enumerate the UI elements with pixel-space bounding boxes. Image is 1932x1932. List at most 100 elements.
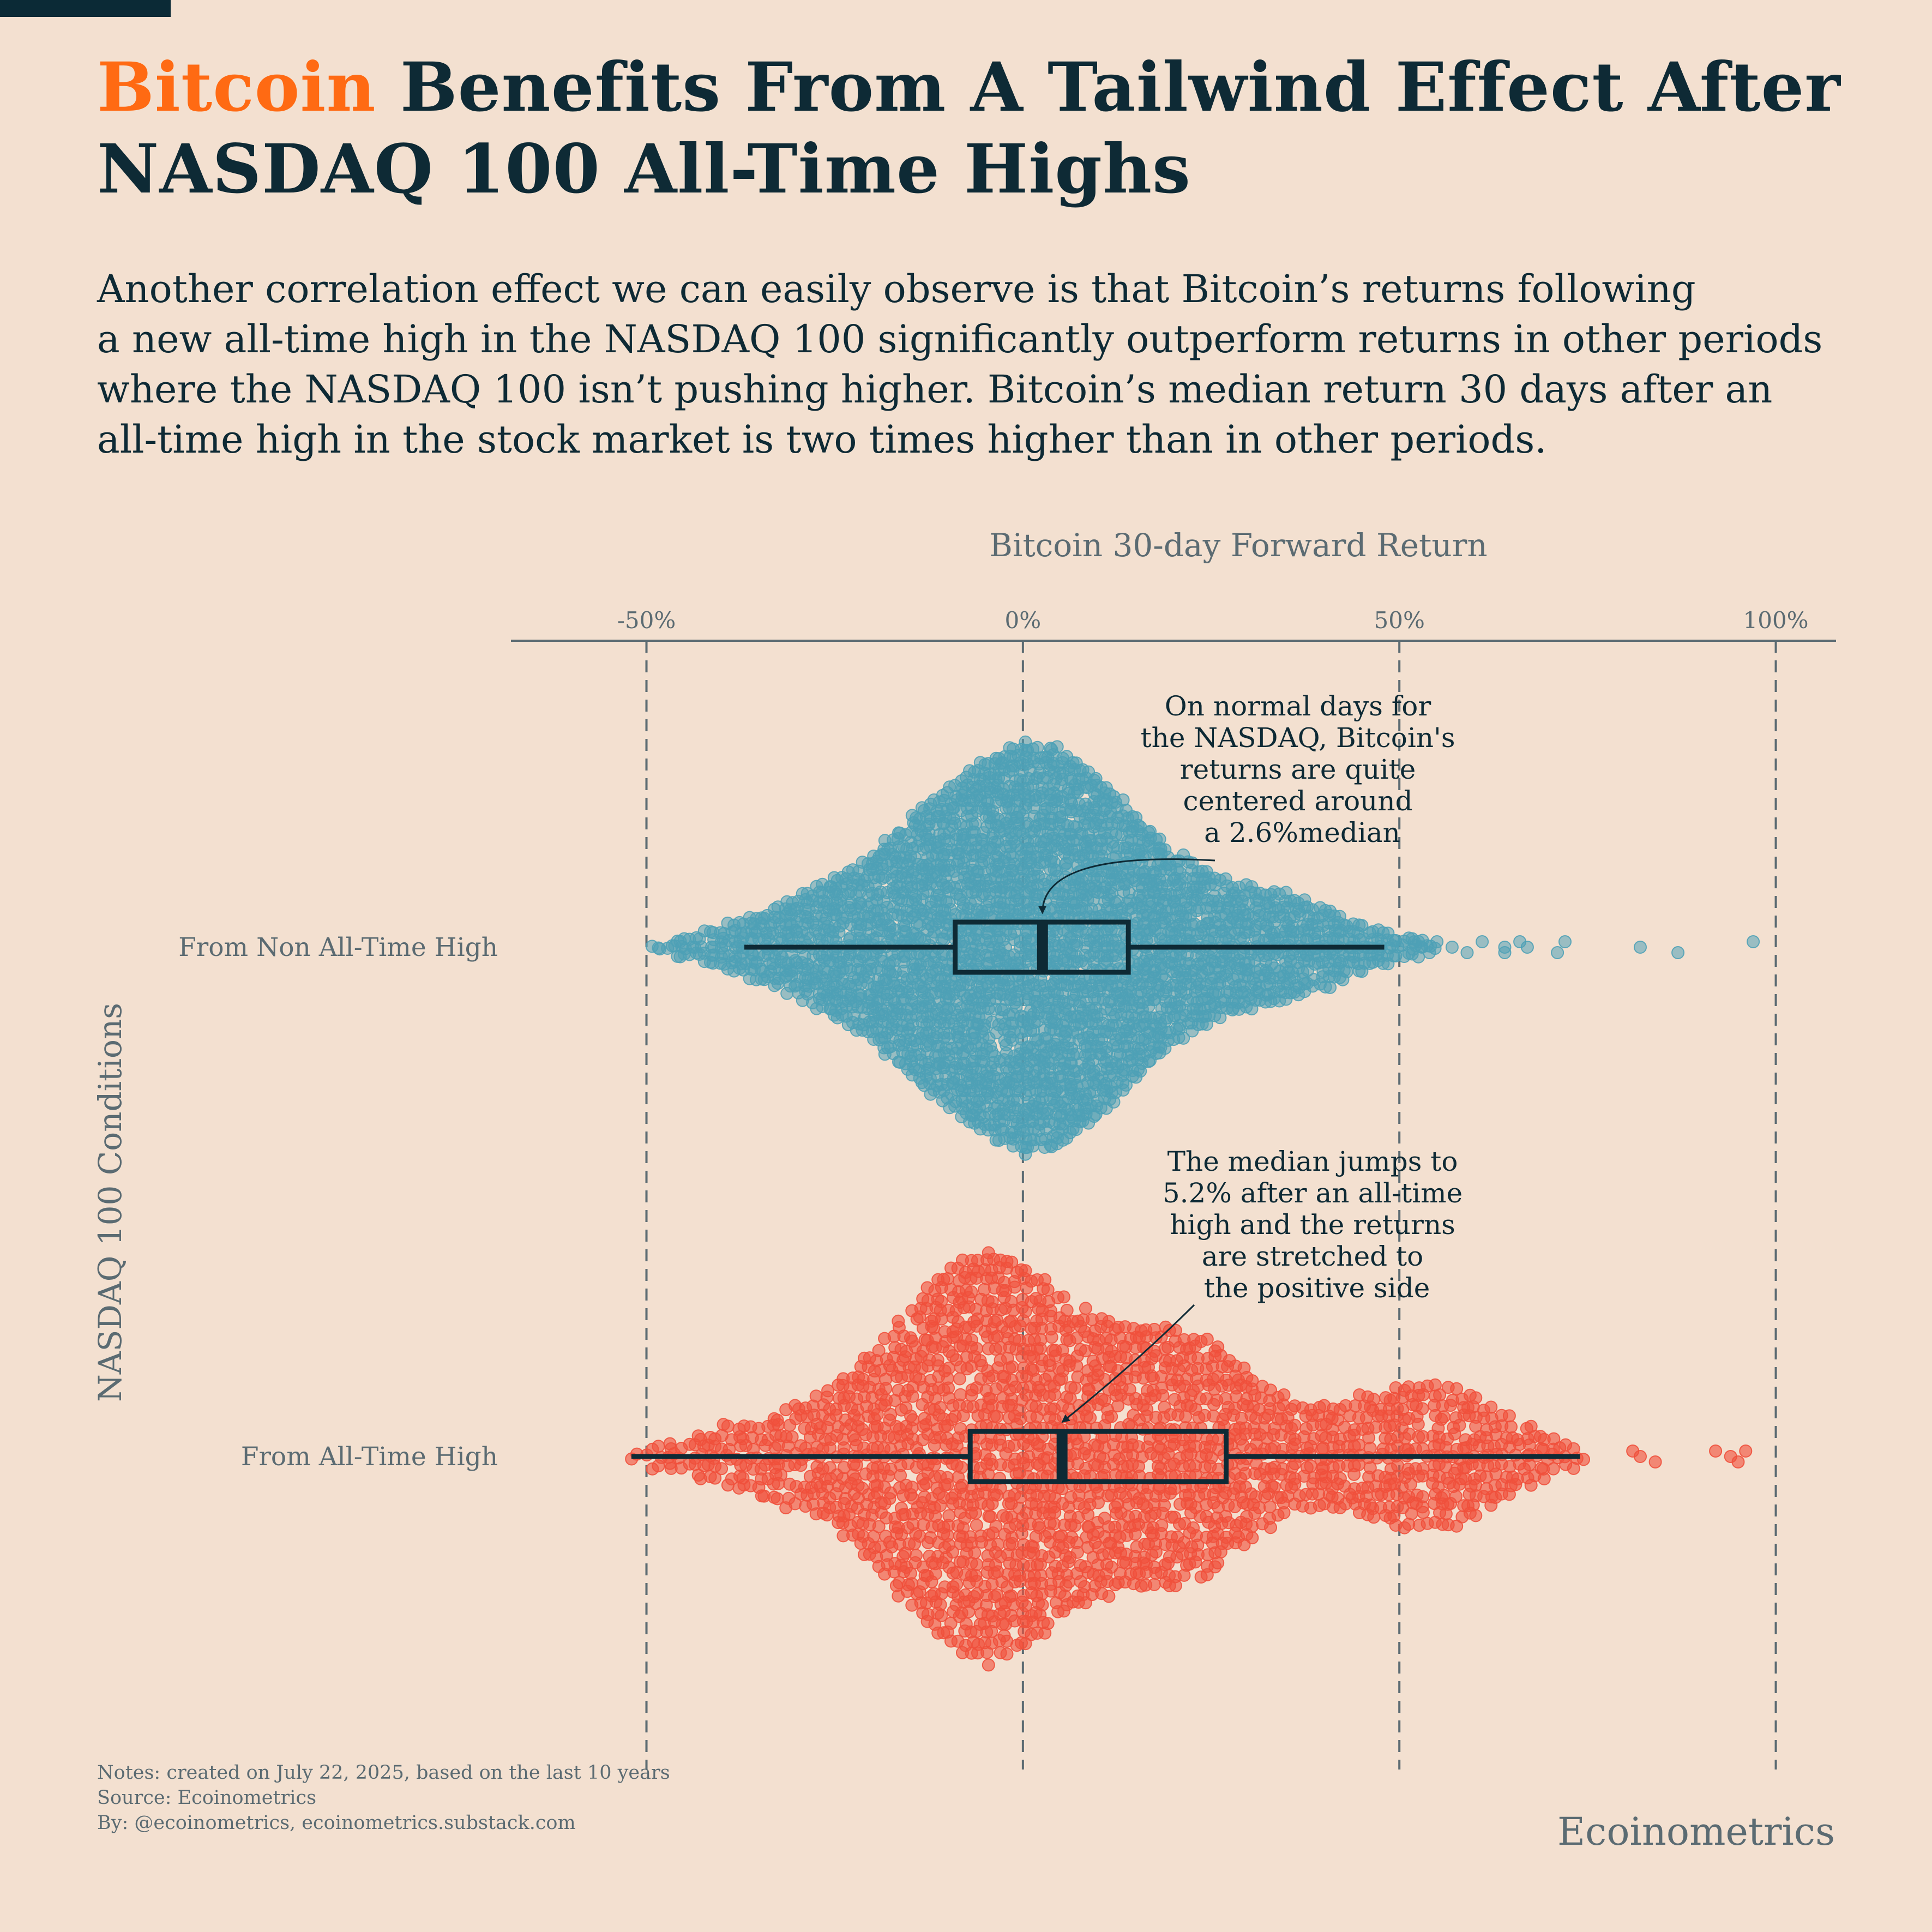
data-point [935, 1587, 948, 1600]
x-tick-label: 100% [1743, 607, 1809, 634]
data-point [1147, 1578, 1161, 1591]
data-point [1158, 843, 1172, 857]
data-point [970, 1519, 983, 1532]
data-point [1034, 1333, 1048, 1346]
data-point [982, 1658, 995, 1672]
data-point [1168, 1482, 1181, 1495]
data-point [899, 1401, 913, 1415]
outlier-point [1498, 946, 1512, 959]
data-point [715, 1462, 729, 1476]
outlier-point [1430, 935, 1444, 948]
data-point [973, 1354, 987, 1368]
subtitle-line: where the NASDAQ 100 isn’t pushing highe… [97, 367, 1773, 412]
title-line-2: NASDAQ 100 All-Time Highs [97, 130, 1191, 209]
data-point [772, 1477, 785, 1490]
data-point [1060, 1303, 1074, 1317]
data-point [1015, 1527, 1028, 1540]
outlier-point [1520, 941, 1534, 954]
data-point [899, 1546, 912, 1560]
data-point [1068, 1381, 1082, 1395]
outlier-point [1671, 946, 1685, 959]
data-point [1177, 1568, 1191, 1582]
data-point [1134, 1064, 1147, 1078]
x-tick-label: 50% [1374, 607, 1425, 634]
subtitle-paragraph: Another correlation effect we can easily… [97, 264, 1907, 465]
data-point [856, 1423, 869, 1436]
data-point [1050, 740, 1064, 754]
data-point [1098, 1394, 1111, 1407]
data-point [934, 1499, 947, 1512]
outlier-point [1558, 935, 1572, 948]
data-point [652, 1440, 665, 1453]
data-point [970, 1342, 984, 1355]
data-point [906, 1413, 919, 1427]
outlier-point [1551, 946, 1564, 959]
data-point [1179, 1410, 1193, 1424]
data-point [955, 1461, 968, 1474]
outlier-point [1634, 941, 1647, 954]
data-point [721, 1478, 735, 1492]
data-point [1060, 1131, 1074, 1145]
data-point [1153, 832, 1166, 846]
data-point [1057, 1290, 1070, 1304]
data-point [850, 1458, 863, 1472]
corner-accent-bar [0, 0, 171, 17]
data-point [1000, 1647, 1014, 1661]
data-point [1041, 1617, 1055, 1630]
subtitle-line: Another correlation effect we can easily… [97, 267, 1696, 311]
title-line-1-rest: Benefits From A Tailwind Effect After [376, 48, 1841, 127]
data-point [913, 1585, 926, 1599]
outlier-point [1460, 946, 1474, 959]
data-point [1169, 1579, 1182, 1592]
outlier-point [1445, 941, 1459, 954]
subtitle-line: all-time high in the stock market is two… [97, 417, 1547, 462]
data-point [954, 1388, 967, 1401]
title-accent-word: Bitcoin [97, 48, 376, 127]
data-point [1057, 1604, 1070, 1618]
subtitle-line: a new all-time high in the NASDAQ 100 si… [97, 317, 1823, 362]
data-point [1079, 1302, 1092, 1315]
series-points [645, 735, 1760, 1161]
data-point [934, 1401, 947, 1414]
data-point [986, 1526, 1000, 1540]
points-layer [625, 735, 1760, 1672]
data-point [970, 1558, 984, 1571]
data-point [771, 1413, 784, 1427]
page-title: Bitcoin Benefits From A Tailwind Effect … [97, 47, 1897, 210]
data-point [1102, 1590, 1116, 1603]
data-point [1041, 1283, 1055, 1297]
data-point [1105, 1410, 1118, 1423]
data-point [721, 1419, 735, 1433]
data-point [905, 1480, 919, 1494]
data-point [931, 1353, 944, 1367]
data-point [1019, 1264, 1032, 1278]
data-point [1006, 1537, 1019, 1550]
data-point [950, 1578, 964, 1591]
data-point [941, 1478, 954, 1491]
outlier-point [1423, 946, 1436, 959]
data-point [892, 1314, 905, 1328]
data-point [990, 1488, 1004, 1502]
data-point [878, 1497, 892, 1510]
data-point [934, 1598, 947, 1611]
data-point [652, 1459, 665, 1473]
data-point [1004, 1295, 1018, 1308]
data-point [884, 1407, 898, 1421]
data-point [1031, 741, 1044, 754]
outlier-point [1747, 935, 1760, 948]
data-point [905, 1334, 919, 1348]
data-point [1062, 1555, 1075, 1569]
x-tick-label: 0% [1005, 607, 1042, 634]
outlier-point [1476, 935, 1489, 948]
data-point [1019, 1637, 1032, 1651]
data-point [1005, 1255, 1019, 1269]
data-point [794, 1459, 808, 1472]
data-point [1006, 1360, 1019, 1374]
data-point [1111, 1399, 1124, 1413]
data-point [913, 1373, 926, 1386]
data-point [928, 1458, 941, 1472]
data-point [1068, 1519, 1082, 1532]
data-point [969, 1506, 983, 1520]
x-tick-label: -50% [617, 607, 676, 634]
